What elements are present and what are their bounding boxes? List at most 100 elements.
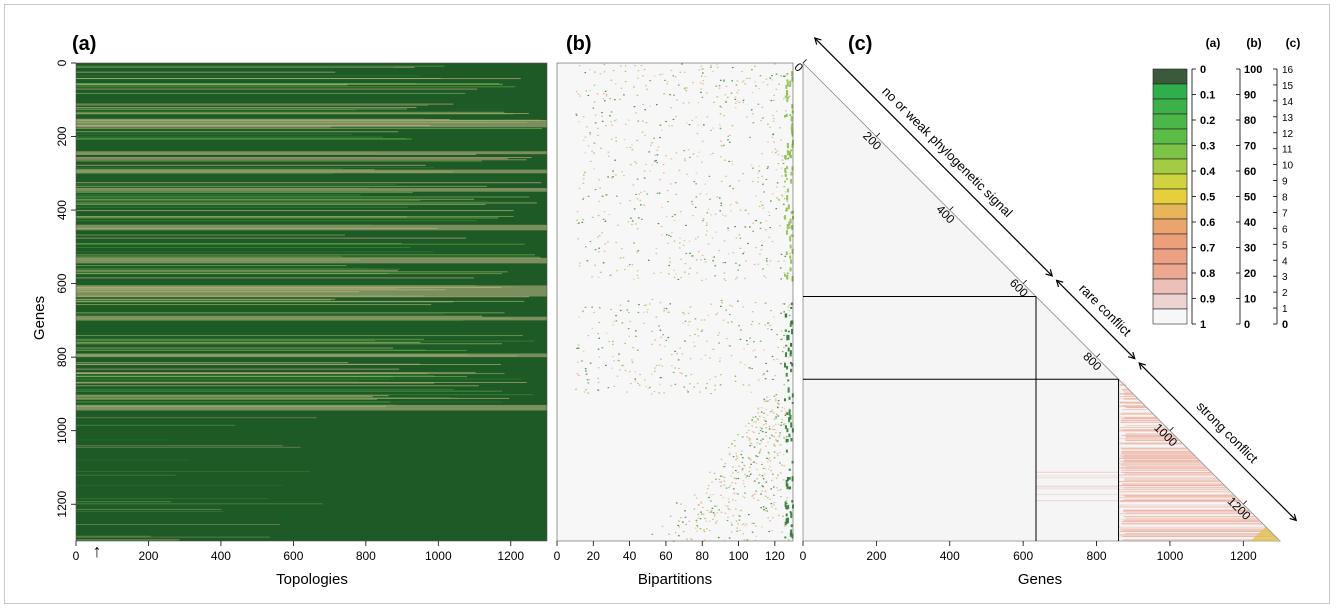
panel-b-cell [786,272,789,275]
panel-b-cell [609,97,611,100]
panel-b-cell [783,203,785,205]
panel-b-cell [675,273,678,275]
panel-c-conflict-stripe [1124,478,1218,480]
panel-b-cell [747,457,750,459]
panel-b-cell [785,74,788,76]
panel-b-cell [714,376,717,378]
panel-a-row-stripe [76,271,508,273]
panel-b-cell [667,242,670,244]
panel-b-cell [780,194,783,196]
panel-b-cell [685,252,688,255]
panel-a-row-stripe [76,445,283,447]
panel-b-cell [615,315,617,317]
panel-b-cell [604,220,607,222]
panel-b-cell [723,476,725,478]
panel-c-conflict-stripe [1121,389,1129,391]
panel-b-cell [771,479,773,481]
panel-a-row-stripe [76,202,538,204]
panel-a-row-stripe [76,335,523,337]
panel-b-cell [581,360,583,362]
panel-c-conflict-stripe [1125,495,1235,497]
panel-b-cell [622,256,625,259]
panel-b-cell [714,275,716,277]
panel-b-cell [788,433,791,438]
panel-b-cell [587,382,590,384]
panel-a-row-stripe [76,243,525,245]
panel-b-cell [782,453,785,456]
panel-b-cell [702,83,704,85]
panel-b-cell [609,274,612,276]
panel-b-cell [636,274,639,276]
panel-b-cell [720,494,722,497]
panel-b-cell [760,120,762,122]
panel-c-conflict-stripe [1120,419,1159,421]
panel-a-row-stripe [76,368,400,370]
panel-b-cell [734,98,737,101]
panel-b-cell [702,72,704,74]
panel-b-cell [769,126,771,128]
panel-b-cell [591,216,594,218]
panel-b-cell [786,502,788,504]
panel-b-cell [684,510,686,512]
panel-b-cell [612,69,615,72]
panel-b-cell [657,222,660,225]
panel-b-cell [593,142,596,144]
panel-b-cell [707,243,710,245]
panel-b-cell [751,320,754,323]
panel-b-cell [780,167,783,169]
panel-b-cell [759,253,761,255]
panel-b-cell [783,98,785,100]
panel-b-cell [749,445,751,447]
panel-a-row-stripe [76,173,334,175]
panel-b-cell [780,75,782,77]
panel-b-cell [785,518,788,523]
panel-b-cell [631,149,634,151]
legend-scale-a-label: 0.8 [1200,268,1215,280]
legend-swatch [1152,248,1188,265]
panel-b-cell [695,116,697,118]
panel-b-cell [684,87,686,89]
panel-b-cell [593,152,595,154]
panel-b-cell [589,132,591,134]
panel-b-cell [619,309,622,312]
panel-b-cell [597,333,599,335]
panel-b-cell [607,176,609,178]
region-label: strong conflict [1194,399,1262,467]
panel-b-cell [758,88,761,90]
panel-b-cell [784,180,787,183]
panel-b-cell [744,83,746,85]
panel-b-cell [738,519,741,521]
panel-b-cell [615,119,618,121]
panel-b-cell [760,441,763,443]
panel-b-cell [651,373,653,375]
panel-b-cell [586,260,589,262]
panel-b-cell [720,458,723,460]
legend-swatch [1152,173,1188,190]
panel-a-row-stripe [76,485,283,487]
panel-b-cell [784,536,787,539]
panel-b-cell [672,75,675,77]
panel-b-cell [665,216,668,218]
panel-b-cell [777,455,779,457]
panel-b-cell [679,211,682,213]
panel-b-cell [712,260,714,262]
panel-b-cell [780,338,783,341]
panel-b-cell [594,71,596,73]
panel-b-cell [749,473,752,475]
panel-b-cell [777,163,780,165]
panel-b-cell [642,103,644,106]
panel-c-conflict-stripe [1119,530,1270,532]
panel-b-cell [695,196,698,198]
panel-b-cell [741,469,744,472]
panel-b-cell [767,451,770,453]
panel-b-cell [616,375,619,377]
panel-b-cell [637,382,639,385]
panel-b-cell [599,73,602,75]
panel-b-cell [689,252,691,254]
panel-b-cell [693,508,696,510]
panel-a-row-stripe [76,363,421,365]
panel-b-cell [719,360,721,362]
panel-b-cell [761,244,763,246]
panel-b-cell [773,418,776,420]
panel-b-cell [700,319,703,321]
